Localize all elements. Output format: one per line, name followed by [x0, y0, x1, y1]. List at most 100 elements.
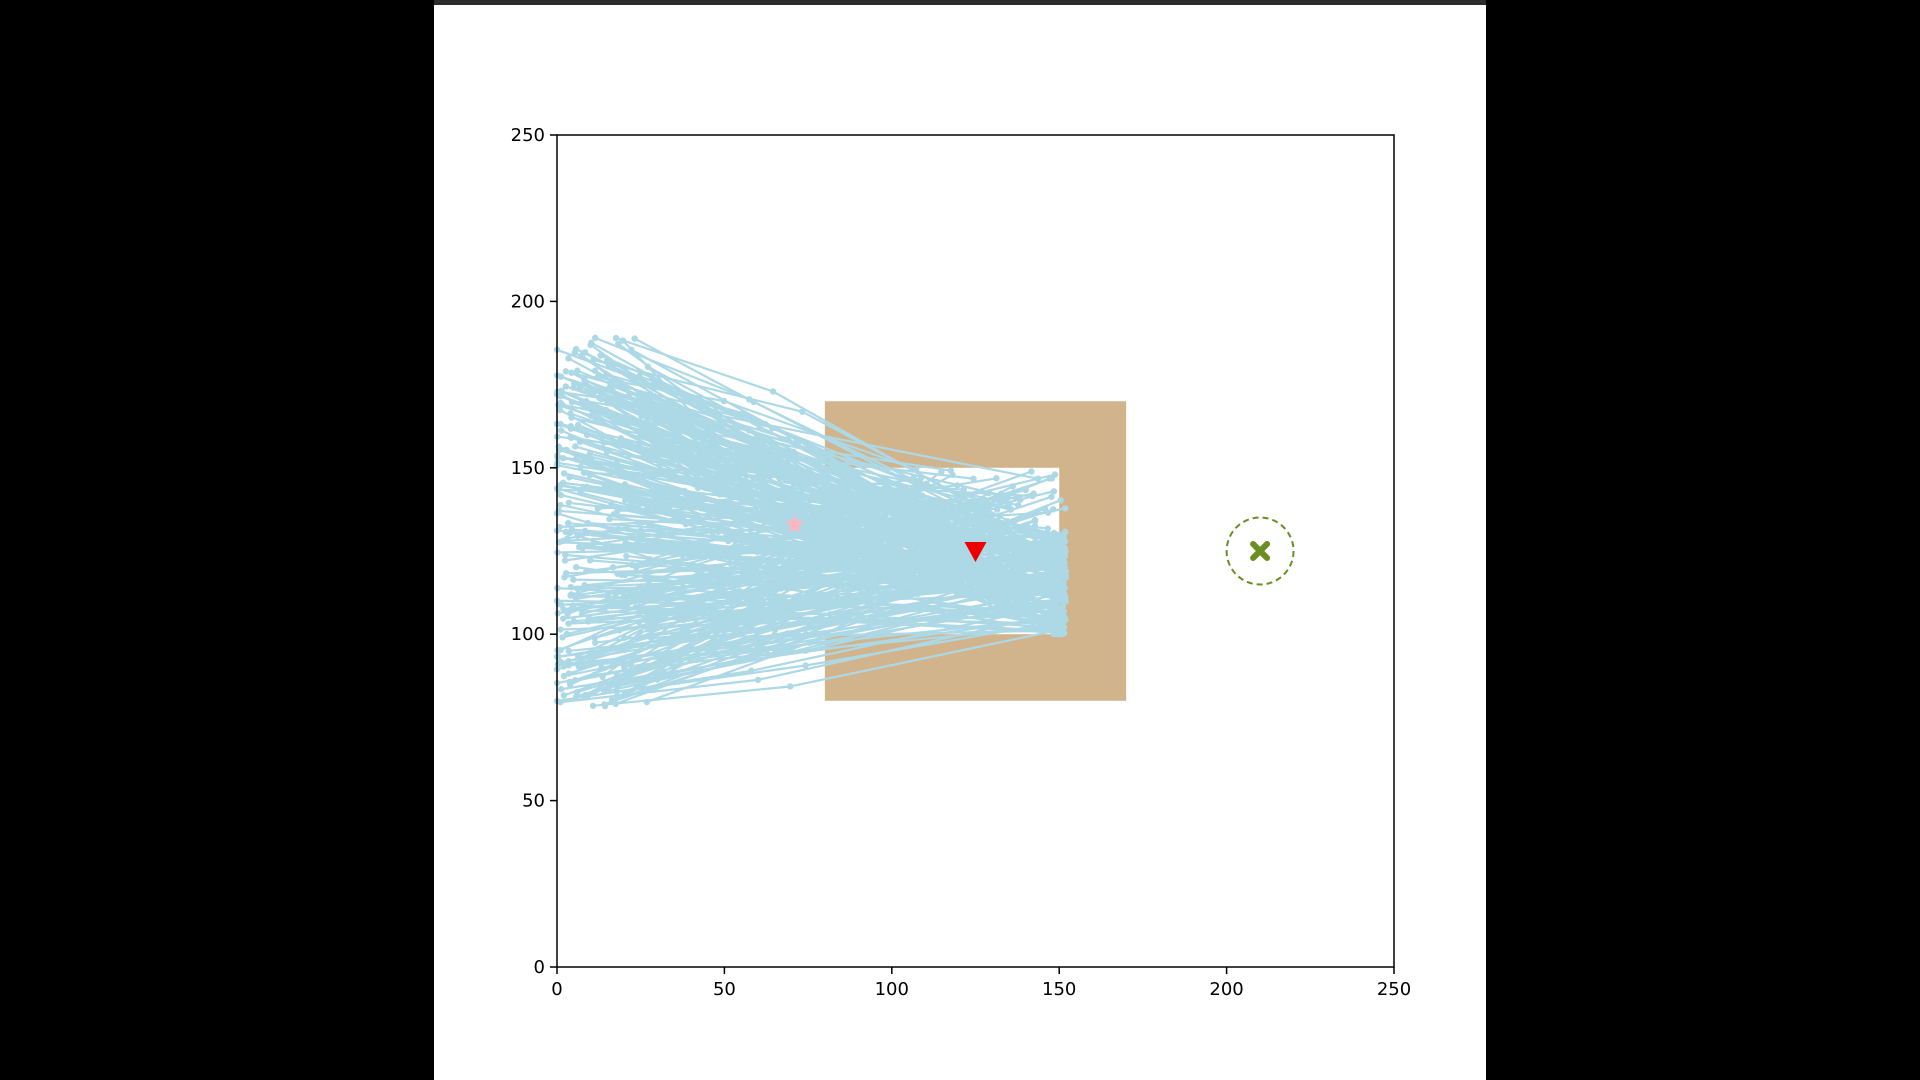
trajectory-mid-point: [708, 446, 716, 454]
trajectory-end-point: [1054, 624, 1061, 631]
x-tick-label: 100: [875, 979, 909, 1000]
trajectory-start-point: [571, 592, 578, 599]
trajectory-mid-point: [761, 572, 769, 579]
trajectory-start-point: [621, 593, 628, 601]
trajectory-mid-point: [682, 520, 689, 528]
trajectory-start-point: [623, 552, 630, 560]
trajectory-mid-point: [756, 423, 763, 431]
trajectory-end-point: [1049, 595, 1057, 602]
trajectory-start-point: [570, 576, 577, 583]
trajectory-start-point: [562, 368, 570, 375]
trajectory-start-point: [558, 401, 566, 408]
goal-circle: [1225, 516, 1295, 586]
trajectory-start-point: [611, 599, 618, 606]
trajectory-start-point: [601, 688, 608, 695]
trajectory-start-point: [565, 670, 573, 677]
trajectory-mid-point: [669, 487, 677, 495]
trajectory-layer: [553, 334, 1070, 710]
triangle-marker: [964, 542, 987, 562]
y-tick-label: 0: [534, 957, 545, 978]
trajectory-start-point: [567, 422, 575, 430]
trajectory-start-point: [597, 352, 604, 359]
trajectory-start-point: [562, 383, 570, 390]
trajectory-start-point: [565, 499, 573, 506]
trajectory-start-point: [558, 601, 565, 608]
trajectory-start-point: [557, 491, 565, 499]
trajectory-start-point: [634, 538, 641, 545]
trajectory-mid-point: [753, 548, 761, 556]
trajectory-start-point: [564, 610, 571, 618]
trajectory-end-point: [1050, 529, 1058, 537]
trajectory-start-point: [560, 692, 568, 699]
trajectory-mid-point: [712, 637, 719, 645]
trajectory-end-point: [997, 490, 1005, 497]
trajectory-start-point: [601, 605, 608, 613]
trajectory-start-point: [558, 427, 565, 434]
trajectory-start-point: [562, 551, 569, 559]
trajectory-start-point: [574, 585, 581, 592]
y-tick-label: 200: [511, 291, 545, 312]
trajectory-mid-point: [779, 642, 786, 649]
trajectory-start-point: [572, 676, 579, 684]
trajectory-start-point: [570, 617, 578, 625]
trajectory-start-point: [613, 688, 621, 696]
trajectory-start-point: [584, 459, 592, 466]
trajectory-end-point: [1031, 517, 1039, 525]
trajectory-end-point: [970, 475, 977, 482]
x-tick-label: 200: [1209, 979, 1243, 1000]
trajectory-mid-point: [731, 542, 739, 549]
trajectory-end-point: [960, 576, 967, 583]
trajectory-start-point: [654, 676, 661, 683]
trajectory-start-point: [588, 339, 595, 347]
trajectory-mid-point: [663, 639, 670, 646]
trajectory-start-point: [556, 406, 564, 414]
trajectory-end-point: [1057, 619, 1065, 627]
trajectory-end-point: [1051, 588, 1058, 595]
trajectory-mid-point: [680, 616, 687, 624]
trajectory-mid-point: [827, 615, 834, 622]
trajectory-end-point: [1062, 505, 1069, 512]
trajectory-start-point: [558, 388, 566, 396]
y-tick-label: 250: [511, 125, 545, 146]
trajectory-end-point: [1049, 624, 1056, 632]
trajectory-end-point: [1056, 604, 1063, 612]
trajectory-end-point: [967, 491, 974, 499]
trajectory-start-point: [619, 337, 627, 344]
trajectory-start-point: [561, 557, 569, 564]
trajectory-mid-point: [748, 458, 755, 465]
trajectory-start-point: [565, 355, 572, 362]
trajectory-start-point: [644, 625, 652, 633]
trajectory-start-point: [598, 664, 605, 672]
trajectory-end-point: [973, 560, 980, 567]
trajectory-start-point: [560, 470, 568, 477]
trajectory-end-point: [1044, 525, 1052, 532]
trajectory-end-point: [955, 503, 963, 511]
trajectory-start-point: [582, 379, 589, 387]
trajectory-mid-point: [707, 570, 715, 578]
trajectory-mid-point: [733, 486, 740, 493]
window-top-bar: [434, 0, 1486, 5]
tick-layer: 0 50 100 150 200 250 0 50 100 150 200 250: [511, 125, 1412, 1000]
trajectory-mid-point: [733, 597, 740, 604]
trajectory-start-point: [565, 647, 573, 655]
trajectory-mid-point: [799, 408, 806, 415]
trajectory-end-point: [1028, 468, 1035, 475]
trajectory-end-point: [1048, 493, 1055, 501]
x-tick-label: 0: [551, 979, 562, 1000]
trajectory-start-point: [617, 435, 625, 442]
trajectory-end-point: [1056, 613, 1063, 620]
trajectory-mid-point: [742, 476, 749, 484]
trajectory-end-point: [1053, 579, 1060, 587]
trajectory-start-point: [646, 584, 654, 592]
trajectory-start-point: [625, 393, 632, 400]
trajectory-start-point: [599, 673, 606, 681]
trajectory-start-point: [554, 661, 562, 668]
trajectory-start-point: [557, 686, 565, 693]
trajectory-start-point: [586, 557, 594, 564]
trajectory-start-point: [609, 564, 617, 571]
trajectory-end-point: [1050, 488, 1058, 495]
trajectory-end-point: [929, 586, 936, 594]
trajectory-start-point: [646, 521, 653, 529]
trajectory-end-point: [1061, 572, 1069, 579]
trajectory-start-point: [560, 663, 568, 670]
